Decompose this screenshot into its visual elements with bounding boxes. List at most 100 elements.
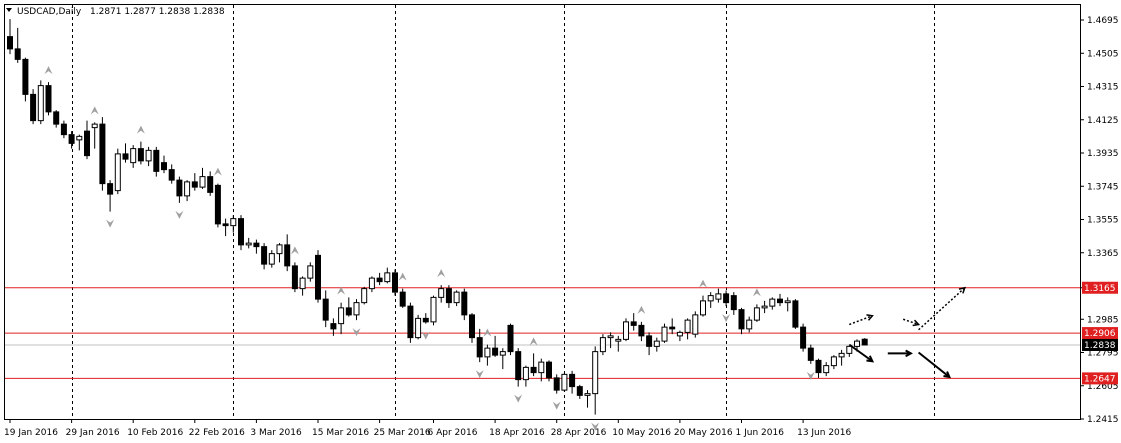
candle[interactable] [522, 365, 529, 387]
candle[interactable] [430, 295, 437, 326]
candle[interactable] [800, 323, 807, 352]
candle[interactable] [784, 297, 791, 312]
candle[interactable] [653, 337, 660, 352]
candle[interactable] [368, 276, 375, 293]
candle[interactable] [561, 372, 568, 392]
candle[interactable] [507, 323, 514, 356]
candle[interactable] [207, 171, 214, 196]
candle[interactable] [330, 318, 337, 336]
candle[interactable] [184, 180, 191, 202]
candle[interactable] [68, 131, 75, 149]
candle[interactable] [361, 286, 368, 305]
candle[interactable] [276, 243, 283, 263]
candle[interactable] [453, 290, 460, 307]
candle[interactable] [599, 334, 606, 356]
candle[interactable] [338, 302, 345, 335]
candle[interactable] [130, 145, 137, 168]
candle[interactable] [723, 290, 730, 307]
candle[interactable] [753, 304, 760, 322]
candle[interactable] [438, 285, 445, 303]
candle[interactable] [738, 307, 745, 335]
candle[interactable] [715, 288, 722, 303]
candle[interactable] [45, 82, 52, 116]
candle[interactable] [245, 237, 252, 249]
candle[interactable] [407, 302, 414, 343]
candle[interactable] [399, 288, 406, 308]
candle[interactable] [615, 335, 622, 352]
candle[interactable] [284, 234, 291, 272]
candle[interactable] [307, 262, 314, 282]
candle[interactable] [137, 141, 144, 165]
candle[interactable] [392, 269, 398, 296]
candle[interactable] [145, 146, 152, 167]
candle[interactable] [823, 362, 830, 377]
candle[interactable] [592, 346, 599, 415]
candle[interactable] [199, 167, 206, 189]
candle[interactable] [315, 250, 321, 303]
candle[interactable] [469, 313, 475, 343]
candle[interactable] [14, 27, 21, 63]
candle[interactable] [230, 215, 237, 233]
candle[interactable] [607, 332, 614, 349]
candle[interactable] [345, 297, 352, 317]
candle[interactable] [91, 122, 98, 149]
candle[interactable] [30, 89, 37, 125]
candle[interactable] [584, 390, 591, 408]
candle[interactable] [846, 345, 853, 357]
candle[interactable] [299, 276, 306, 296]
candle[interactable] [830, 355, 837, 370]
candle[interactable] [807, 344, 814, 364]
candle[interactable] [114, 148, 121, 195]
candle[interactable] [769, 297, 776, 310]
candle[interactable] [222, 218, 229, 237]
candle[interactable] [576, 384, 583, 399]
candle[interactable] [700, 295, 706, 317]
candle[interactable] [99, 117, 106, 191]
candle[interactable] [291, 262, 298, 293]
candle[interactable] [861, 338, 868, 346]
candle[interactable] [153, 146, 160, 177]
candle[interactable] [676, 330, 683, 342]
candle[interactable] [669, 318, 676, 335]
candle[interactable] [530, 353, 537, 377]
candle[interactable] [238, 215, 244, 251]
candle[interactable] [623, 318, 629, 342]
candle[interactable] [422, 313, 429, 324]
candle[interactable] [107, 180, 114, 212]
candle[interactable] [815, 358, 822, 378]
candle[interactable] [60, 120, 67, 139]
candle[interactable] [268, 250, 275, 268]
candle[interactable] [761, 300, 768, 314]
candle[interactable] [176, 176, 183, 203]
candle[interactable] [661, 323, 668, 343]
candle[interactable] [569, 370, 576, 394]
candle[interactable] [792, 299, 799, 329]
candle[interactable] [415, 314, 422, 340]
candle[interactable] [322, 290, 329, 328]
candle[interactable] [746, 316, 753, 333]
candle[interactable] [22, 57, 29, 102]
candle[interactable] [37, 80, 44, 125]
candle[interactable] [484, 344, 491, 366]
candle[interactable] [53, 110, 60, 128]
candle[interactable] [476, 328, 483, 363]
candle[interactable] [630, 313, 637, 331]
candle[interactable] [384, 267, 391, 284]
candle[interactable] [838, 349, 845, 366]
candle[interactable] [84, 120, 90, 160]
candle[interactable] [707, 292, 714, 308]
candle[interactable] [546, 360, 552, 382]
candle[interactable] [730, 292, 737, 315]
candle[interactable] [553, 374, 560, 394]
candle[interactable] [461, 288, 468, 321]
candle[interactable] [538, 358, 545, 382]
candle[interactable] [445, 285, 452, 308]
candle[interactable] [7, 19, 13, 55]
candle[interactable] [161, 155, 167, 174]
candle[interactable] [214, 183, 221, 228]
candle[interactable] [492, 335, 499, 357]
candle[interactable] [499, 348, 506, 370]
candle[interactable] [253, 239, 260, 254]
candle[interactable] [261, 243, 268, 270]
